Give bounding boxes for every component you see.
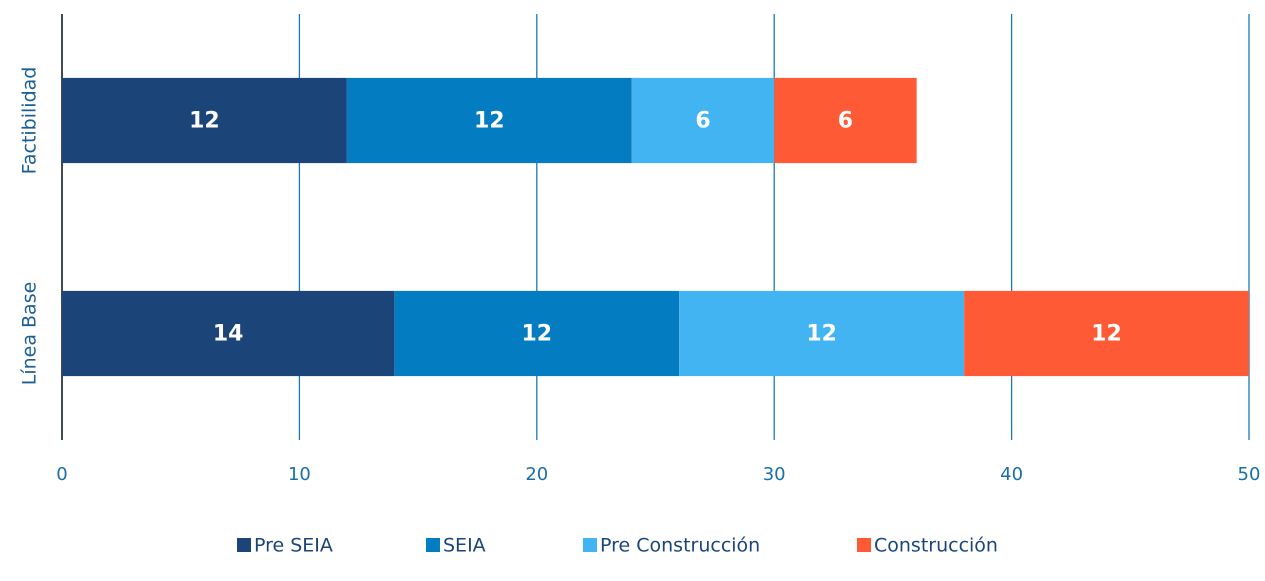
bar-segment (679, 290, 965, 377)
bar-segment (394, 290, 680, 377)
legend-label: SEIA (443, 535, 486, 557)
data-label: 12 (521, 322, 552, 347)
legend-swatch (857, 538, 871, 552)
data-label: 14 (213, 322, 244, 347)
legend-label: Pre Construcción (600, 535, 760, 557)
legend-swatch (237, 538, 251, 552)
data-label: 12 (1091, 322, 1122, 347)
bar-segment (964, 290, 1249, 377)
legend-swatch (426, 538, 440, 552)
legend-label: Pre SEIA (254, 535, 333, 557)
bar-segment (62, 77, 347, 164)
bar-segment (346, 77, 632, 164)
y-tick-label: Factibilidad (19, 67, 41, 175)
legend-label: Construcción (874, 535, 998, 557)
bar-segment (631, 77, 775, 164)
data-label: 6 (838, 109, 853, 134)
x-tick-label: 40 (1000, 464, 1023, 485)
x-tick-label: 0 (56, 464, 67, 485)
data-label: 12 (474, 109, 505, 134)
data-label: 12 (806, 322, 837, 347)
data-label: 6 (695, 109, 710, 134)
bar-segment (774, 77, 917, 164)
bar-segment (62, 290, 395, 377)
x-tick-label: 30 (763, 464, 786, 485)
y-tick-label: Línea Base (19, 282, 41, 386)
data-label: 12 (189, 109, 220, 134)
x-tick-label: 20 (525, 464, 548, 485)
x-tick-label: 10 (288, 464, 311, 485)
legend-swatch (583, 538, 597, 552)
x-tick-label: 50 (1238, 464, 1261, 485)
